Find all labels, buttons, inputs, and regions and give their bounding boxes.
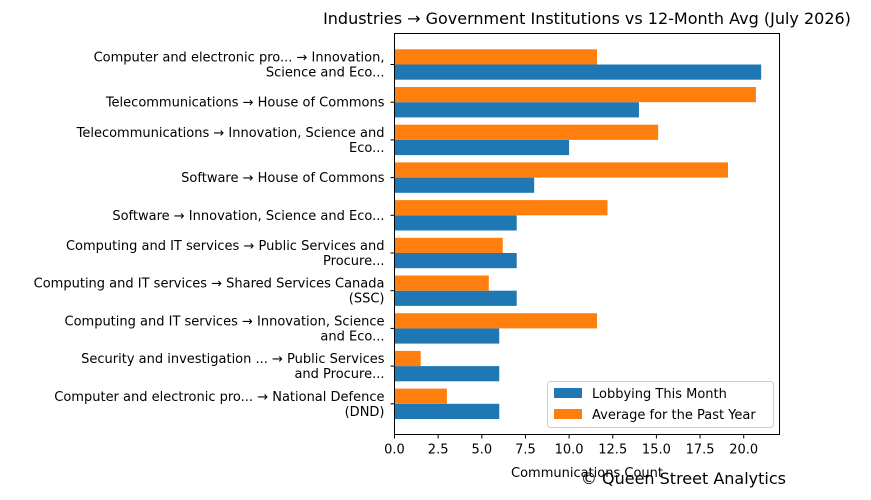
x-axis-ticks: 0.0 2.5 5.0 7.5 10.0 12.5 15.0 17.5 20.0: [384, 434, 758, 458]
y-tick-label: Security and investigation ... → Public …: [81, 352, 385, 367]
y-tick-label: Software → Innovation, Science and Eco..…: [112, 209, 384, 224]
bar-past-year-avg-4: [394, 200, 608, 216]
watermark-text: © Queen Street Analytics: [581, 469, 786, 488]
bars-group: [394, 49, 762, 419]
bar-past-year-avg-7: [394, 313, 598, 329]
bar-this-month-0: [394, 64, 762, 80]
y-tick-label: Computing and IT services → Innovation, …: [65, 314, 385, 329]
legend-swatch: [554, 388, 582, 398]
y-tick-label: Software → House of Commons: [181, 171, 385, 186]
legend: Lobbying This Month Average for the Past …: [547, 381, 774, 428]
y-tick-label: Computer and electronic pro... → Nationa…: [54, 390, 384, 405]
x-tick-label: 20.0: [729, 443, 758, 458]
x-tick-label: 2.5: [428, 443, 449, 458]
bar-past-year-avg-1: [394, 87, 756, 103]
bar-this-month-7: [394, 328, 500, 344]
bar-this-month-4: [394, 215, 517, 231]
y-tick-label: Science and Eco...: [266, 66, 385, 81]
y-tick-label: Telecommunications → House of Commons: [105, 96, 385, 111]
x-tick-label: 12.5: [598, 443, 627, 458]
y-tick-label: and Procure...: [294, 367, 384, 382]
y-tick-label: and Eco...: [320, 329, 384, 344]
bar-this-month-8: [394, 366, 500, 382]
bar-this-month-3: [394, 177, 535, 193]
bar-past-year-avg-8: [394, 350, 421, 367]
bar-past-year-avg-0: [394, 49, 598, 65]
x-tick-label: 0.0: [384, 443, 405, 458]
legend-swatch: [554, 409, 582, 419]
y-tick-label: (SSC): [349, 292, 385, 307]
y-tick-label: Procure...: [323, 254, 384, 269]
legend-box: [547, 381, 774, 428]
bar-past-year-avg-6: [394, 275, 489, 291]
bar-past-year-avg-5: [394, 237, 503, 253]
y-tick-label: Telecommunications → Innovation, Science…: [76, 126, 385, 141]
y-tick-label: Eco...: [349, 141, 384, 156]
bar-this-month-2: [394, 139, 570, 156]
legend-label: Lobbying This Month: [592, 387, 727, 402]
chart-title: Industries → Government Institutions vs …: [323, 9, 851, 28]
y-axis-ticks: Computer and electronic pro... → Innovat…: [34, 51, 395, 420]
x-axis-label: Communications Count: [511, 466, 663, 481]
x-tick-label: 15.0: [642, 443, 671, 458]
x-tick-label: 5.0: [471, 443, 492, 458]
legend-label: Average for the Past Year: [592, 408, 756, 423]
y-tick-label: (DND): [345, 405, 385, 420]
bar-this-month-6: [394, 290, 517, 306]
bar-past-year-avg-9: [394, 388, 447, 404]
x-tick-label: 10.0: [555, 443, 584, 458]
y-tick-label: Computing and IT services → Shared Servi…: [34, 277, 385, 292]
x-tick-label: 17.5: [686, 443, 715, 458]
y-tick-label: Computing and IT services → Public Servi…: [66, 239, 385, 254]
bar-past-year-avg-2: [394, 124, 659, 140]
x-tick-label: 7.5: [515, 443, 536, 458]
y-tick-label: Computer and electronic pro... → Innovat…: [94, 51, 385, 66]
bar-past-year-avg-3: [394, 162, 728, 178]
bar-this-month-5: [394, 253, 517, 269]
bar-this-month-9: [394, 403, 500, 419]
plot-frame: [394, 33, 780, 435]
bar-this-month-1: [394, 102, 639, 118]
